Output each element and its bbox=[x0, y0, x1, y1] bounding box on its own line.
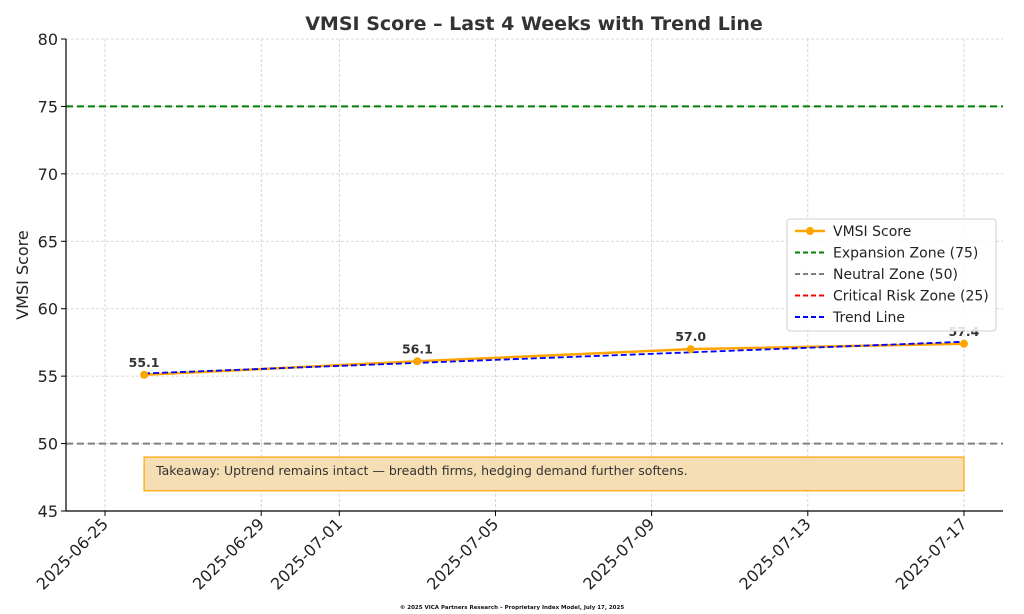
x-tick-label: 2025-07-01 bbox=[267, 514, 346, 593]
chart-title: VMSI Score – Last 4 Weeks with Trend Lin… bbox=[305, 13, 763, 35]
data-point bbox=[140, 370, 149, 379]
series-line-vmsi-score bbox=[144, 342, 964, 377]
x-tick-label: 2025-07-09 bbox=[579, 514, 658, 593]
legend-label: Expansion Zone (75) bbox=[833, 246, 978, 262]
series-line-trend bbox=[144, 340, 964, 375]
y-tick-label: 80 bbox=[38, 30, 58, 49]
takeaway-text: Takeaway: Uptrend remains intact — bread… bbox=[155, 463, 688, 478]
y-tick-label: 60 bbox=[38, 300, 58, 319]
x-tick-label: 2025-06-25 bbox=[33, 514, 112, 593]
legend-box bbox=[786, 218, 997, 332]
legend-marker bbox=[806, 227, 814, 235]
data-label: 57.0 bbox=[675, 329, 706, 344]
x-tick-label: 2025-07-05 bbox=[423, 514, 502, 593]
data-point bbox=[959, 339, 968, 348]
legend-label: VMSI Score bbox=[833, 224, 911, 240]
x-tick-label: 2025-07-13 bbox=[735, 514, 814, 593]
data-label: 56.1 bbox=[402, 341, 433, 356]
chart-footer: © 2025 VICA Partners Research – Propriet… bbox=[400, 605, 625, 611]
y-tick-label: 50 bbox=[38, 435, 58, 454]
y-tick-label: 70 bbox=[38, 165, 58, 184]
data-label: 55.1 bbox=[129, 355, 160, 370]
legend-label: Neutral Zone (50) bbox=[833, 267, 958, 283]
y-axis-label: VMSI Score bbox=[13, 230, 32, 320]
series-layer: 55.156.157.057.4 bbox=[129, 324, 980, 379]
takeaway-box bbox=[143, 456, 965, 492]
takeaway-annotation: Takeaway: Uptrend remains intact — bread… bbox=[143, 456, 965, 492]
y-tick-label: 45 bbox=[38, 502, 58, 521]
y-tick-label: 75 bbox=[38, 97, 58, 116]
x-tick-label: 2025-06-29 bbox=[189, 514, 268, 593]
x-tick-label: 2025-07-17 bbox=[892, 514, 971, 593]
legend-label: Critical Risk Zone (25) bbox=[833, 289, 989, 305]
y-tick-label: 55 bbox=[38, 367, 58, 386]
legend: VMSI Score Expansion Zone (75) Neutral Zon… bbox=[786, 218, 997, 332]
legend-label: Trend Line bbox=[832, 310, 905, 326]
data-point bbox=[413, 357, 422, 366]
reference-lines bbox=[66, 105, 1003, 445]
data-point bbox=[686, 345, 695, 354]
y-tick-label: 65 bbox=[38, 232, 58, 251]
